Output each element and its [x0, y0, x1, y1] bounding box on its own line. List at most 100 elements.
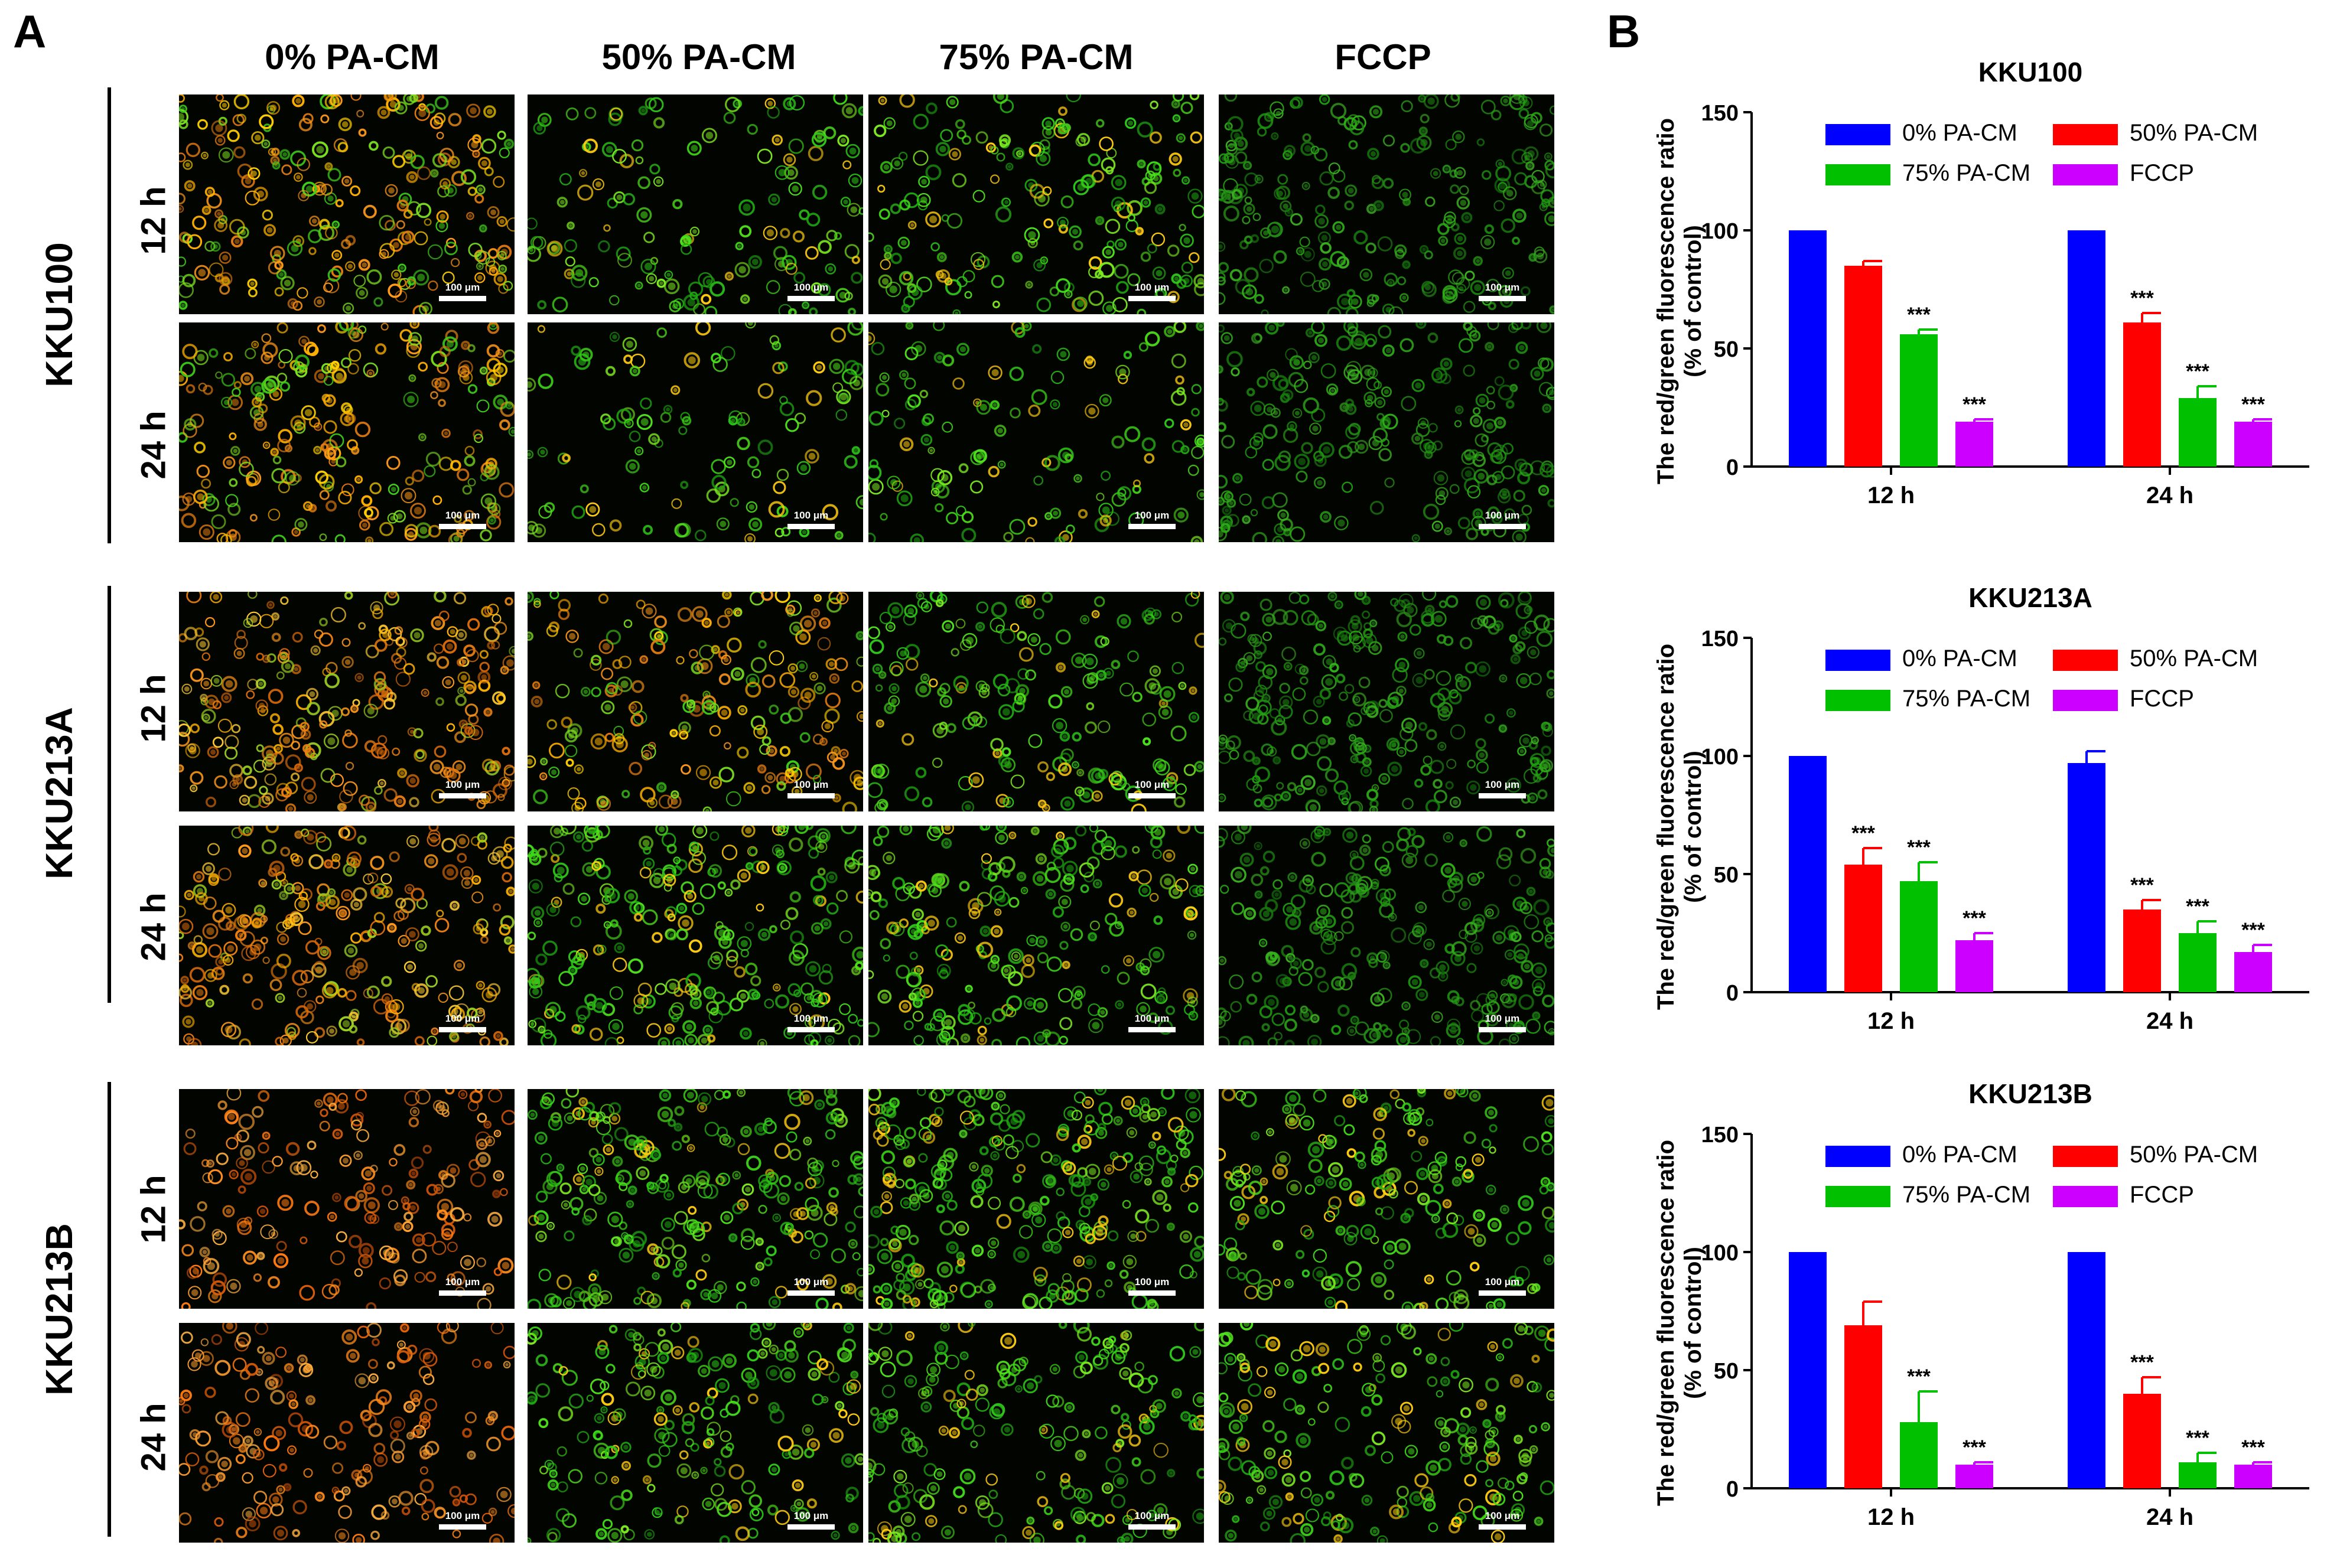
scale-bar: 100 μm: [1128, 282, 1176, 301]
micrograph-r1-c1: 100 μm: [179, 94, 515, 314]
micrograph-r5-c4: 100 μm: [1219, 1089, 1554, 1309]
scale-bar-label: 100 μm: [1479, 1276, 1526, 1288]
scale-bar-label: 100 μm: [439, 1013, 486, 1025]
scale-bar-line: [787, 1290, 835, 1296]
time-label-kku213b-24h: 24 h: [134, 1378, 174, 1497]
significance-label: ***: [2241, 393, 2265, 416]
scale-bar-line: [439, 1290, 486, 1296]
scale-bar-line: [787, 1027, 835, 1032]
legend-label: 50% PA-CM: [2130, 1142, 2258, 1168]
scale-bar: 100 μm: [439, 282, 486, 301]
scale-bar: 100 μm: [439, 1276, 486, 1296]
legend-swatch: [1825, 1146, 1890, 1167]
scale-bar-line: [439, 296, 486, 301]
legend-label: 75% PA-CM: [1902, 686, 2030, 712]
panel-a-letter: A: [13, 5, 46, 58]
bar-50pacm: [2123, 909, 2161, 992]
legend-swatch: [2053, 1146, 2118, 1167]
scale-bar-label: 100 μm: [439, 1510, 486, 1522]
scale-bar-line: [787, 793, 835, 798]
legend-swatch: [1825, 690, 1890, 711]
scale-bar-label: 100 μm: [1128, 1276, 1176, 1288]
scale-bar-line: [1128, 1290, 1176, 1296]
micrograph-r4-c3: 100 μm: [868, 826, 1204, 1045]
bar-0pacm: [1789, 230, 1827, 467]
panel-b-letter: B: [1607, 5, 1640, 58]
significance-label: ***: [1963, 1436, 1986, 1459]
cell-line-kku213a: KKU213A: [37, 616, 81, 970]
chart-title: KKU100: [1978, 57, 2082, 87]
significance-label: ***: [2130, 874, 2154, 897]
scale-bar: 100 μm: [1479, 282, 1526, 301]
y-tick-label: 100: [1701, 219, 1739, 244]
significance-label: ***: [2186, 360, 2209, 383]
y-tick-label: 50: [1714, 1359, 1739, 1384]
scale-bar-line: [1128, 793, 1176, 798]
column-title-0pct: 0% PA-CM: [187, 37, 518, 77]
scale-bar-label: 100 μm: [787, 1276, 835, 1288]
bar-75pacm: [2179, 1462, 2217, 1488]
y-axis-label: The red/green fluorescence ratio: [1653, 1140, 1679, 1506]
time-label-kku213a-12h: 12 h: [134, 650, 174, 768]
time-label-kku213b-12h: 12 h: [134, 1150, 174, 1269]
column-title-75pct: 75% PA-CM: [871, 37, 1202, 77]
significance-label: ***: [1851, 822, 1875, 845]
x-tick-label: 24 h: [2146, 1504, 2193, 1530]
significance-label: ***: [1963, 907, 1986, 930]
scale-bar-label: 100 μm: [1479, 282, 1526, 294]
scale-bar-label: 100 μm: [1128, 282, 1176, 294]
significance-label: ***: [1907, 1365, 1931, 1388]
micrograph-r6-c2: 100 μm: [528, 1323, 863, 1543]
scale-bar-line: [1479, 524, 1526, 529]
legend-label: 0% PA-CM: [1902, 646, 2017, 671]
bar-75pacm: [2179, 933, 2217, 992]
micrograph-r4-c2: 100 μm: [528, 826, 863, 1045]
scale-bar-line: [1128, 296, 1176, 301]
time-label-kku100-24h: 24 h: [134, 386, 174, 504]
scale-bar: 100 μm: [439, 510, 486, 529]
scale-bar-line: [439, 524, 486, 529]
scale-bar-label: 100 μm: [1479, 510, 1526, 521]
scale-bar-label: 100 μm: [439, 1276, 486, 1288]
scale-bar-line: [1128, 1524, 1176, 1530]
y-tick-label: 0: [1726, 981, 1739, 1006]
scale-bar: 100 μm: [439, 1013, 486, 1032]
scale-bar: 100 μm: [1479, 1510, 1526, 1530]
micrograph-r1-c2: 100 μm: [528, 94, 863, 314]
legend-swatch: [1825, 650, 1890, 671]
bar-0pacm: [1789, 1252, 1827, 1488]
scale-bar-line: [1128, 524, 1176, 529]
scale-bar-label: 100 μm: [787, 510, 835, 521]
legend-swatch: [2053, 690, 2118, 711]
bar-fccp: [2234, 422, 2272, 467]
micrograph-r4-c1: 100 μm: [179, 826, 515, 1045]
x-tick-label: 24 h: [2146, 1008, 2193, 1034]
legend-swatch: [1825, 1186, 1890, 1207]
scale-bar: 100 μm: [1128, 779, 1176, 798]
y-tick-label: 100: [1701, 1241, 1739, 1266]
scale-bar: 100 μm: [787, 1276, 835, 1296]
micrograph-r3-c1: 100 μm: [179, 592, 515, 811]
y-axis-label: (% of control): [1680, 225, 1706, 377]
bar-50pacm: [1844, 865, 1882, 992]
legend-label: FCCP: [2130, 686, 2194, 712]
micrograph-r3-c3: 100 μm: [868, 592, 1204, 811]
scale-bar-line: [1128, 1027, 1176, 1032]
scale-bar-line: [439, 1524, 486, 1530]
scale-bar-label: 100 μm: [1128, 779, 1176, 791]
scale-bar-line: [1479, 1524, 1526, 1530]
scale-bar: 100 μm: [1479, 1276, 1526, 1296]
scale-bar: 100 μm: [787, 282, 835, 301]
scale-bar-label: 100 μm: [439, 282, 486, 294]
micrograph-r3-c4: 100 μm: [1219, 592, 1554, 811]
legend-swatch: [2053, 164, 2118, 185]
kku213a-bracket: [108, 586, 111, 1003]
bar-75pacm: [1900, 881, 1938, 992]
scale-bar: 100 μm: [439, 779, 486, 798]
scale-bar-line: [1479, 296, 1526, 301]
scale-bar: 100 μm: [439, 1510, 486, 1530]
y-tick-label: 150: [1701, 101, 1739, 126]
